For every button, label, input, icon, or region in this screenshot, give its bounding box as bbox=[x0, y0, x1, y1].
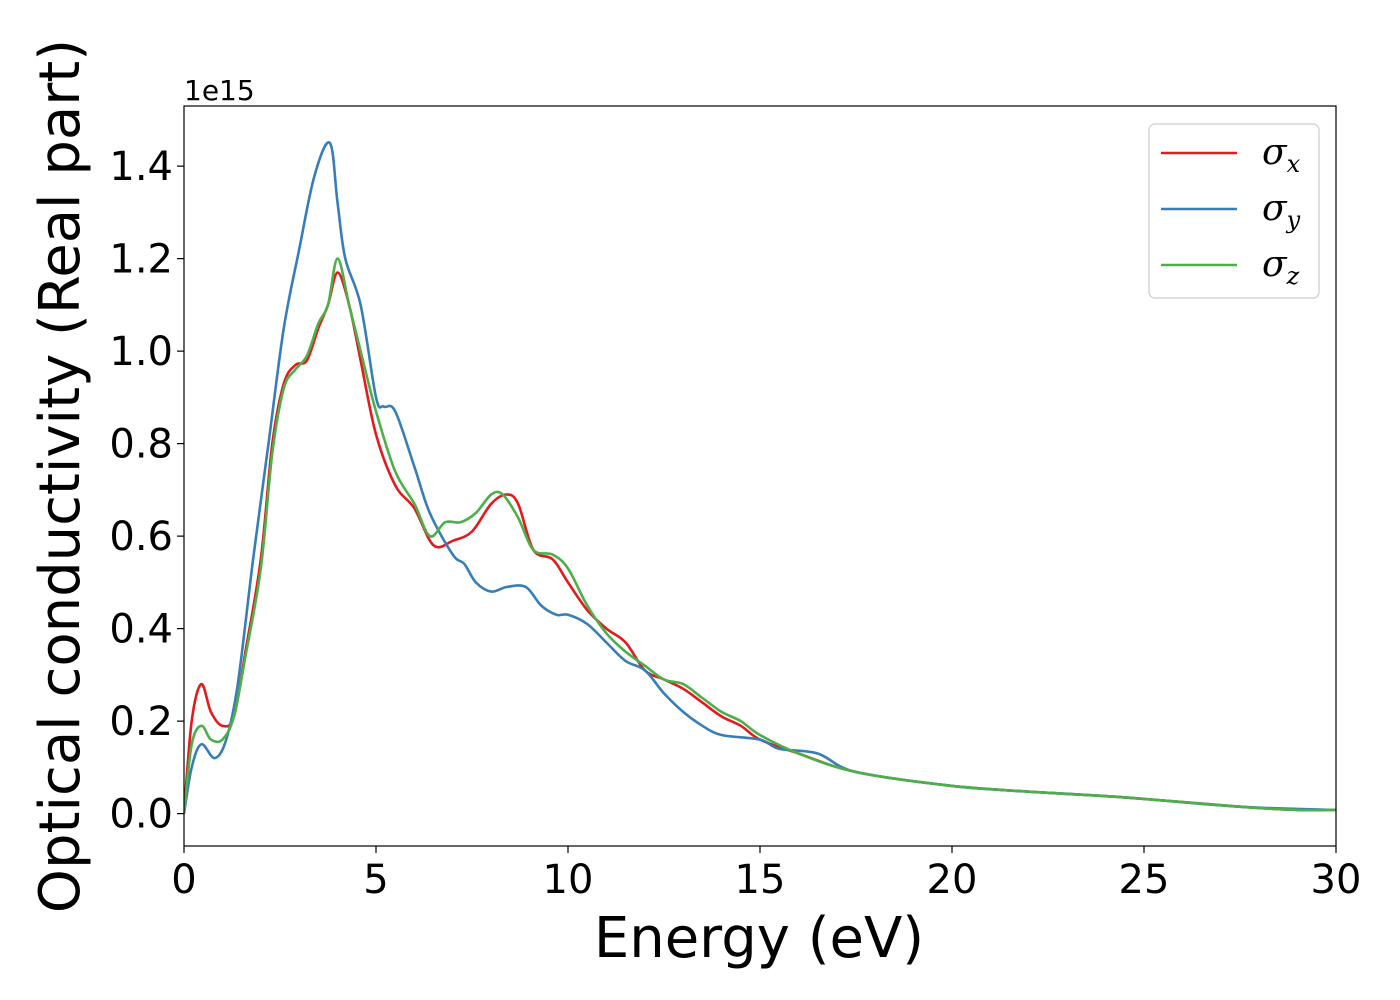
x-tick-label: 15 bbox=[735, 857, 786, 903]
y-tick-label: 0.6 bbox=[109, 514, 173, 560]
x-tick-label: 30 bbox=[1311, 857, 1362, 903]
x-axis: 0 5 10 15 20 25 30 bbox=[171, 846, 1361, 903]
y-tick-label: 1.2 bbox=[109, 237, 173, 283]
series-line-z bbox=[184, 257, 1336, 814]
x-axis-title: Energy (eV) bbox=[594, 906, 924, 971]
y-axis-title: Optical conductivity (Real part) bbox=[28, 39, 93, 913]
y-axis: 0.0 0.2 0.4 0.6 0.8 1.0 1.2 1.4 bbox=[109, 144, 184, 838]
y-tick-label: 1.0 bbox=[109, 329, 173, 375]
x-tick-label: 20 bbox=[927, 857, 978, 903]
x-tick-label: 10 bbox=[543, 857, 594, 903]
y-tick-label: 1.4 bbox=[109, 144, 173, 190]
y-tick-label: 0.8 bbox=[109, 422, 173, 468]
y-offset-label: 1e15 bbox=[184, 74, 255, 107]
series-line-y bbox=[184, 141, 1336, 814]
series-layer bbox=[184, 141, 1336, 814]
x-tick-label: 5 bbox=[363, 857, 388, 903]
x-tick-label: 0 bbox=[171, 857, 196, 903]
y-tick-label: 0.0 bbox=[109, 792, 173, 838]
x-tick-label: 25 bbox=[1119, 857, 1170, 903]
y-tick-label: 0.4 bbox=[109, 607, 173, 653]
legend-label-y: σy bbox=[1262, 188, 1301, 234]
legend-label-x: σx bbox=[1262, 132, 1301, 178]
series-line-x bbox=[184, 271, 1336, 814]
legend: σx σy σz bbox=[1148, 123, 1320, 299]
legend-label-z: σz bbox=[1262, 244, 1300, 290]
y-tick-label: 0.2 bbox=[109, 699, 173, 745]
legend-box bbox=[1148, 123, 1320, 299]
